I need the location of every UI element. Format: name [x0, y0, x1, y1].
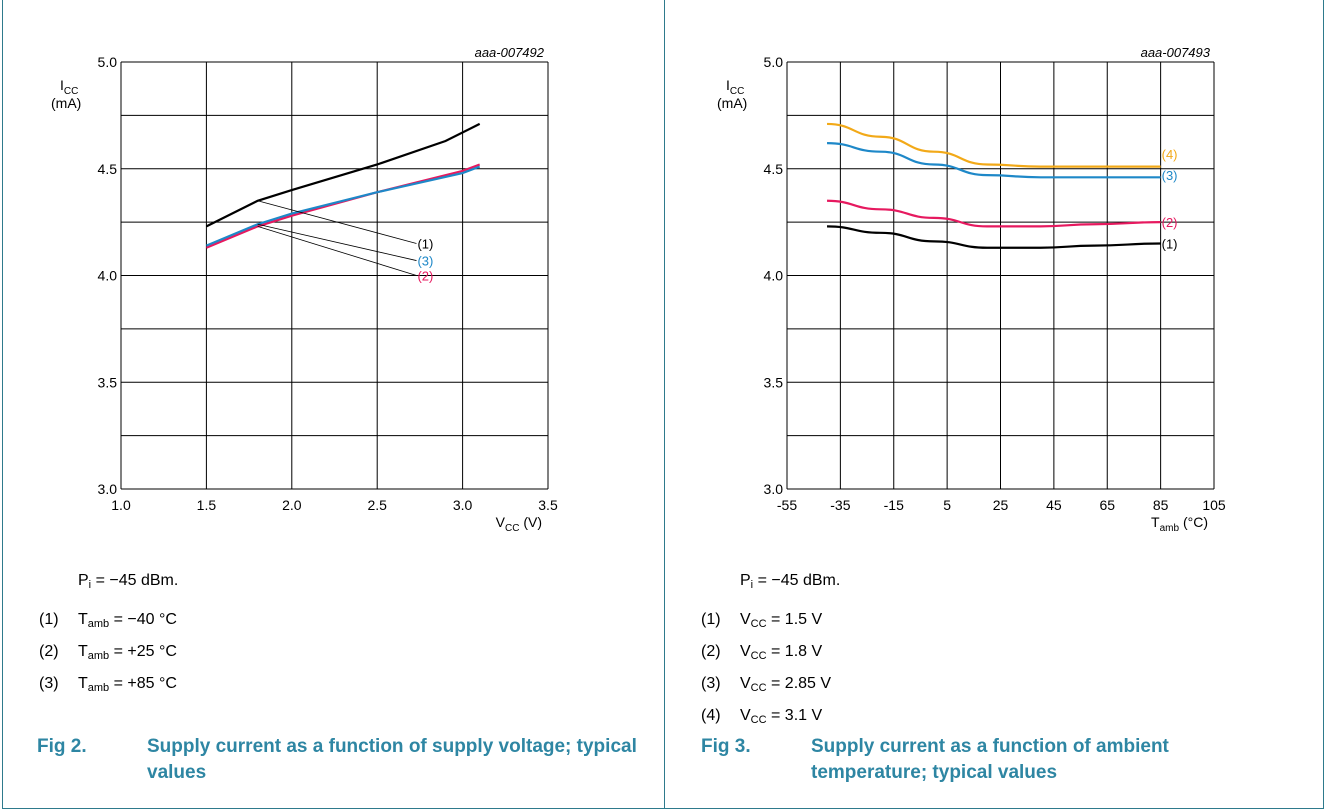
x-axis-label-sub: CC	[505, 523, 519, 534]
x-tick-label: 2.0	[282, 497, 302, 513]
note-number: (3)	[701, 675, 721, 692]
x-tick-label: 3.5	[538, 497, 558, 513]
series-end-label: (3)	[1162, 168, 1178, 183]
note-number: (3)	[39, 675, 59, 692]
x-tick-label: 1.0	[111, 497, 131, 513]
callout-label: (2)	[417, 269, 433, 284]
x-axis-label: Tamb (°C)	[1151, 514, 1208, 534]
series-line-4	[827, 122, 1161, 168]
y-tick-label: 3.0	[98, 481, 118, 497]
x-axis-label-sub: amb	[1160, 523, 1180, 534]
x-axis-unit: (°C)	[1179, 514, 1208, 530]
x-tick-label: -15	[884, 497, 904, 513]
figure-id-label: aaa-007492	[475, 45, 545, 60]
x-tick-label: 65	[1099, 497, 1115, 513]
y-axis-unit: (mA)	[717, 95, 747, 111]
note-text: VCC = 1.8 V	[740, 643, 823, 662]
y-tick-label: 3.5	[764, 374, 784, 390]
series-end-label: (4)	[1162, 147, 1178, 162]
x-tick-label: 25	[993, 497, 1009, 513]
figure-3-title: Supply current as a function of ambient …	[811, 736, 1169, 783]
note-number: (2)	[701, 643, 721, 660]
y-tick-label: 5.0	[98, 54, 118, 70]
x-tick-label: -55	[777, 497, 797, 513]
note-text: Tamb = +25 °C	[78, 643, 177, 662]
callout-line	[257, 226, 417, 276]
series-end-label: (2)	[1162, 215, 1178, 230]
note-number: (4)	[701, 707, 721, 724]
x-tick-label: 5	[943, 497, 951, 513]
series-line-1	[827, 225, 1161, 249]
note-text: VCC = 2.85 V	[740, 675, 832, 694]
figure-3-chart: -55 -35 -15 5 25 45 65 85 105 3.0 3.5 4.0 4.5 5.0 aaa-…	[717, 45, 1226, 534]
x-tick-label: 2.5	[367, 497, 387, 513]
figure-3-number: Fig 3.	[701, 736, 751, 757]
y-tick-label: 4.0	[764, 268, 784, 284]
note-text: VCC = 1.5 V	[740, 611, 823, 630]
callout-line	[257, 200, 417, 244]
x-axis-label: VCC (V)	[496, 514, 542, 534]
y-tick-label: 3.5	[98, 374, 118, 390]
callout-label: (3)	[417, 254, 433, 269]
note-text: Tamb = −40 °C	[78, 611, 177, 630]
y-axis-unit: (mA)	[51, 95, 81, 111]
series-line-3	[827, 142, 1161, 179]
y-axis-label-sub: CC	[730, 86, 744, 97]
figure-2-chart: 1.0 1.5 2.0 2.5 3.0 3.5 3.0 3.5 4.0 4.5 5.0 aaa-007…	[51, 45, 558, 534]
callout-line	[257, 223, 417, 261]
panel-divider	[664, 0, 665, 809]
x-tick-label: 105	[1202, 497, 1226, 513]
x-axis-unit: (V)	[519, 514, 542, 530]
series-end-label: (1)	[1162, 236, 1178, 251]
y-tick-label: 4.5	[98, 161, 118, 177]
figure-3-panel: -55 -35 -15 5 25 45 65 85 105 3.0 3.5 4.0 4.5 5.0 aaa-…	[665, 0, 1323, 809]
note-number: (1)	[701, 611, 721, 628]
note-number: (2)	[39, 643, 59, 660]
y-tick-label: 4.5	[764, 161, 784, 177]
x-tick-label: 45	[1046, 497, 1062, 513]
callout-label: (1)	[417, 236, 433, 251]
y-axis-label-sub: CC	[64, 86, 78, 97]
figure-2-panel: 1.0 1.5 2.0 2.5 3.0 3.5 3.0 3.5 4.0 4.5 5.0 aaa-007…	[3, 0, 664, 809]
y-tick-label: 4.0	[98, 268, 118, 284]
x-tick-label: 3.0	[453, 497, 473, 513]
y-tick-label: 5.0	[764, 54, 784, 70]
note-text: Pi = −45 dBm.	[740, 572, 841, 591]
note-text: Pi = −45 dBm.	[78, 572, 179, 591]
series-line-2	[827, 199, 1161, 228]
note-text: Tamb = +85 °C	[78, 675, 177, 694]
note-text: VCC = 3.1 V	[740, 707, 823, 726]
x-tick-label: 85	[1153, 497, 1169, 513]
series-line-3	[205, 165, 481, 247]
note-number: (1)	[39, 611, 59, 628]
x-tick-label: 1.5	[197, 497, 217, 513]
y-tick-label: 3.0	[764, 481, 784, 497]
x-tick-label: -35	[830, 497, 850, 513]
y-axis-label: ICC	[726, 77, 744, 97]
series-line-1	[205, 122, 481, 228]
y-axis-label: ICC	[60, 77, 78, 97]
figure-2-number: Fig 2.	[37, 736, 87, 757]
figure-id-label: aaa-007493	[1141, 45, 1211, 60]
figure-2-title: Supply current as a function of supply v…	[147, 736, 637, 783]
